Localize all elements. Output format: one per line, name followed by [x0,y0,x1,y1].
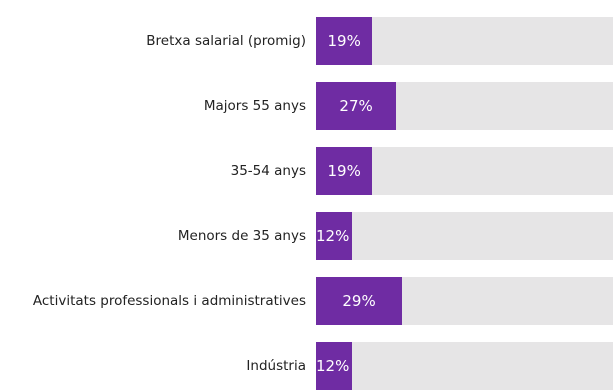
value-label: 29% [342,292,376,310]
bar-track: 19% [316,147,613,195]
category-label: Majors 55 anys [203,98,306,114]
category-label: Menors de 35 anys [177,228,306,244]
bar-row: Indústria 12% [0,342,613,390]
bar-row: Activitats professionals i administrativ… [0,277,613,325]
bar [316,212,352,260]
bar-row: Majors 55 anys 27% [0,82,613,130]
bar [316,342,352,390]
bar-row: 35-54 anys 19% [0,147,613,195]
category-label: Indústria [246,358,306,374]
value-label: 19% [327,32,361,50]
bar-track: 29% [316,277,613,325]
category-label: 35-54 anys [230,163,306,179]
value-label: 19% [327,162,361,180]
value-label: 12% [316,227,350,245]
bar-track: 12% [316,342,613,390]
bar [316,82,397,130]
value-label: 27% [339,97,373,115]
value-label: 12% [316,357,350,375]
bar-track: 27% [316,82,613,130]
bar [316,147,373,195]
category-label: Bretxa salarial (promig) [146,33,306,49]
bar [316,277,403,325]
bar-row: Bretxa salarial (promig) 19% [0,17,613,65]
category-label: Activitats professionals i administrativ… [32,293,306,309]
bar-track: 19% [316,17,613,65]
bar-row: Menors de 35 anys 12% [0,212,613,260]
bar [316,17,373,65]
bar-track: 12% [316,212,613,260]
